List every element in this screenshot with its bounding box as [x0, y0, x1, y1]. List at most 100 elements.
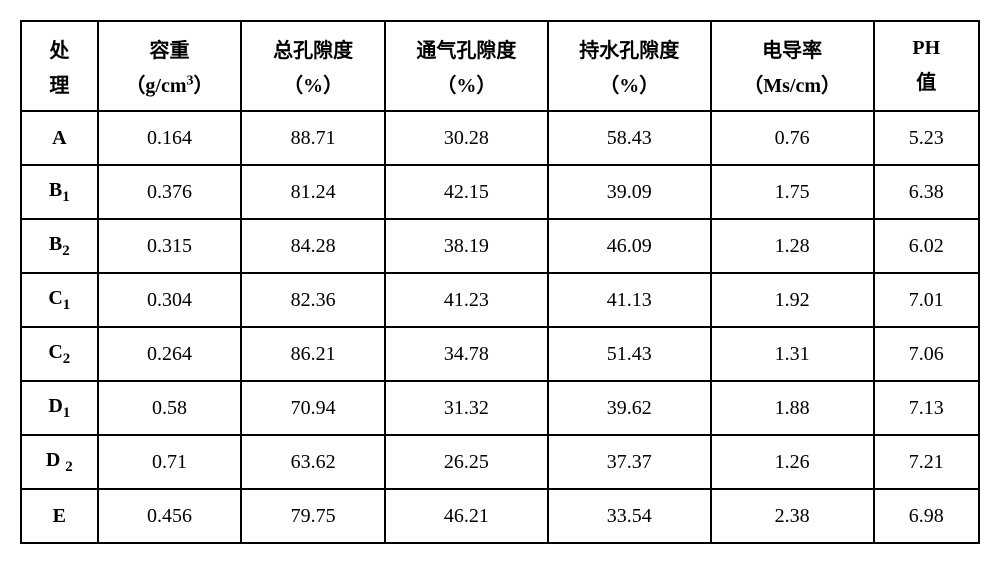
data-cell: 7.21	[874, 435, 979, 489]
data-cell: 0.264	[98, 327, 242, 381]
row-label-subscript: 1	[63, 297, 71, 313]
data-cell: 41.13	[548, 273, 711, 327]
data-cell: 1.75	[711, 165, 874, 219]
data-cell: 0.376	[98, 165, 242, 219]
data-cell: 1.28	[711, 219, 874, 273]
header-label: PH	[879, 37, 974, 60]
header-treatment: 处 理	[21, 21, 98, 111]
header-label: 值	[879, 66, 974, 95]
header-unit: （%）	[246, 69, 380, 98]
row-header-cell: C1	[21, 273, 98, 327]
data-cell: 42.15	[385, 165, 548, 219]
header-water-porosity: 持水孔隙度 （%）	[548, 21, 711, 111]
table-row: D10.5870.9431.3239.621.887.13	[21, 381, 979, 435]
data-cell: 46.09	[548, 219, 711, 273]
data-cell: 39.09	[548, 165, 711, 219]
data-cell: 79.75	[241, 489, 385, 543]
row-label-subscript: 2	[65, 459, 73, 475]
data-cell: 7.01	[874, 273, 979, 327]
data-cell: 39.62	[548, 381, 711, 435]
row-header-cell: D1	[21, 381, 98, 435]
header-unit: （%）	[553, 69, 706, 98]
data-cell: 0.71	[98, 435, 242, 489]
row-label: B	[49, 179, 62, 201]
header-total-porosity: 总孔隙度 （%）	[241, 21, 385, 111]
data-cell: 0.76	[711, 111, 874, 165]
data-cell: 31.32	[385, 381, 548, 435]
data-cell: 6.98	[874, 489, 979, 543]
data-cell: 58.43	[548, 111, 711, 165]
row-label-subscript: 2	[62, 243, 70, 259]
header-unit: （Ms/cm）	[716, 69, 869, 98]
data-cell: 1.88	[711, 381, 874, 435]
row-header-cell: E	[21, 489, 98, 543]
data-cell: 7.13	[874, 381, 979, 435]
table-row: B10.37681.2442.1539.091.756.38	[21, 165, 979, 219]
data-cell: 1.92	[711, 273, 874, 327]
data-cell: 82.36	[241, 273, 385, 327]
data-cell: 37.37	[548, 435, 711, 489]
row-header-cell: B1	[21, 165, 98, 219]
table-row: D 20.7163.6226.2537.371.267.21	[21, 435, 979, 489]
header-label: 容重	[103, 34, 237, 63]
data-table-container: 处 理 容重 （g/cm3） 总孔隙度 （%） 通气孔隙度 （%） 持水孔隙度	[20, 20, 980, 544]
header-conductivity: 电导率 （Ms/cm）	[711, 21, 874, 111]
table-row: E 0.45679.7546.2133.542.386.98	[21, 489, 979, 543]
data-cell: 30.28	[385, 111, 548, 165]
data-cell: 6.02	[874, 219, 979, 273]
row-label: D	[46, 449, 65, 471]
data-cell: 0.304	[98, 273, 242, 327]
data-cell: 51.43	[548, 327, 711, 381]
data-cell: 46.21	[385, 489, 548, 543]
data-cell: 0.456	[98, 489, 242, 543]
data-cell: 34.78	[385, 327, 548, 381]
data-cell: 70.94	[241, 381, 385, 435]
data-cell: 33.54	[548, 489, 711, 543]
table-row: C20.26486.2134.7851.431.317.06	[21, 327, 979, 381]
row-label: C	[48, 287, 62, 309]
header-label: 电导率	[716, 34, 869, 63]
table-body: A0.16488.7130.2858.430.765.23B10.37681.2…	[21, 111, 979, 543]
data-cell: 5.23	[874, 111, 979, 165]
table-row: B20.31584.2838.1946.091.286.02	[21, 219, 979, 273]
data-cell: 26.25	[385, 435, 548, 489]
data-cell: 6.38	[874, 165, 979, 219]
header-label: 通气孔隙度	[390, 34, 543, 63]
row-label: E	[53, 505, 66, 527]
row-header-cell: B2	[21, 219, 98, 273]
header-label: 理	[26, 69, 93, 98]
table-row: C10.30482.3641.2341.131.927.01	[21, 273, 979, 327]
row-label: D	[48, 395, 62, 417]
data-cell: 0.164	[98, 111, 242, 165]
data-cell: 7.06	[874, 327, 979, 381]
row-label-subscript: 1	[63, 405, 71, 421]
row-label-subscript: 2	[63, 351, 71, 367]
header-unit: （%）	[390, 69, 543, 98]
row-label-subscript: 1	[62, 189, 70, 205]
data-cell: 63.62	[241, 435, 385, 489]
row-header-cell: C2	[21, 327, 98, 381]
data-cell: 0.58	[98, 381, 242, 435]
data-cell: 84.28	[241, 219, 385, 273]
data-cell: 81.24	[241, 165, 385, 219]
data-cell: 38.19	[385, 219, 548, 273]
data-table: 处 理 容重 （g/cm3） 总孔隙度 （%） 通气孔隙度 （%） 持水孔隙度	[20, 20, 980, 544]
data-cell: 0.315	[98, 219, 242, 273]
row-header-cell: A	[21, 111, 98, 165]
header-label: 处	[26, 34, 93, 63]
header-unit: （g/cm3）	[103, 69, 237, 98]
data-cell: 86.21	[241, 327, 385, 381]
row-label: B	[49, 233, 62, 255]
row-label: C	[48, 341, 62, 363]
data-cell: 1.26	[711, 435, 874, 489]
table-header: 处 理 容重 （g/cm3） 总孔隙度 （%） 通气孔隙度 （%） 持水孔隙度	[21, 21, 979, 111]
header-label: 总孔隙度	[246, 34, 380, 63]
row-header-cell: D 2	[21, 435, 98, 489]
data-cell: 1.31	[711, 327, 874, 381]
header-ph: PH 值	[874, 21, 979, 111]
data-cell: 88.71	[241, 111, 385, 165]
data-cell: 2.38	[711, 489, 874, 543]
row-label: A	[52, 127, 66, 149]
header-row: 处 理 容重 （g/cm3） 总孔隙度 （%） 通气孔隙度 （%） 持水孔隙度	[21, 21, 979, 111]
header-bulk-density: 容重 （g/cm3）	[98, 21, 242, 111]
